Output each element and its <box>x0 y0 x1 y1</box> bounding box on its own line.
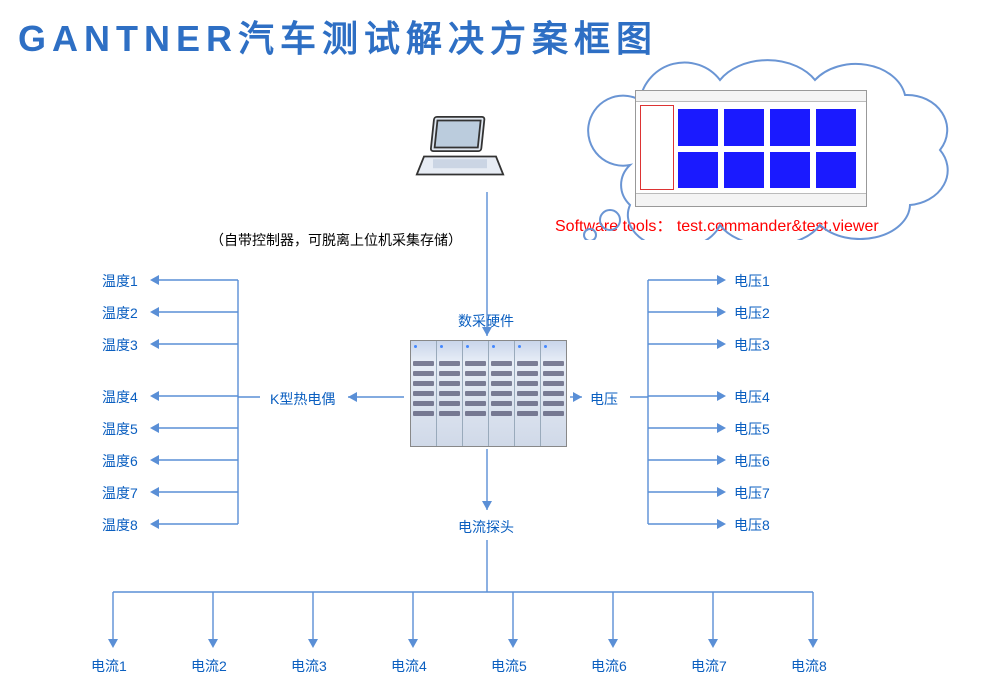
temperature-label: 温度5 <box>102 419 138 439</box>
daq-module <box>462 341 488 446</box>
temperature-label: 温度7 <box>102 483 138 503</box>
daq-module <box>540 341 566 446</box>
current-label: 电流1 <box>91 656 127 676</box>
voltage-label: 电压6 <box>734 451 770 471</box>
software-chart-pane <box>678 152 718 189</box>
daq-module <box>411 341 436 446</box>
label-k-thermocouple: K型热电偶 <box>270 389 335 409</box>
temperature-label: 温度6 <box>102 451 138 471</box>
voltage-label: 电压8 <box>734 515 770 535</box>
voltage-label: 电压1 <box>734 271 770 291</box>
voltage-label: 电压7 <box>734 483 770 503</box>
temperature-label: 温度1 <box>102 271 138 291</box>
current-label: 电流3 <box>291 656 327 676</box>
daq-hardware-rack <box>410 340 567 447</box>
diagram-title: GANTNER汽车测试解决方案框图 <box>18 10 658 62</box>
software-chart-pane <box>770 152 810 189</box>
daq-module <box>514 341 540 446</box>
voltage-label: 电压2 <box>734 303 770 323</box>
temperature-label: 温度8 <box>102 515 138 535</box>
software-chart-pane <box>816 152 856 189</box>
annotation-controller: （自带控制器，可脱离上位机采集存储） <box>210 230 462 250</box>
daq-module <box>488 341 514 446</box>
temperature-label: 温度3 <box>102 335 138 355</box>
software-chart-pane <box>678 109 718 146</box>
voltage-label: 电压3 <box>734 335 770 355</box>
software-chart-pane <box>816 109 856 146</box>
current-label: 电流4 <box>391 656 427 676</box>
daq-module <box>436 341 462 446</box>
current-label: 电流8 <box>791 656 827 676</box>
current-label: 电流7 <box>691 656 727 676</box>
software-chart-pane <box>770 109 810 146</box>
current-label: 电流6 <box>591 656 627 676</box>
label-voltage: 电压 <box>590 389 618 409</box>
label-daq-hardware: 数采硬件 <box>458 311 514 331</box>
current-label: 电流2 <box>191 656 227 676</box>
label-current-probe: 电流探头 <box>458 517 514 537</box>
software-window <box>635 90 867 207</box>
temperature-label: 温度4 <box>102 387 138 407</box>
temperature-label: 温度2 <box>102 303 138 323</box>
voltage-label: 电压4 <box>734 387 770 407</box>
laptop-icon <box>415 110 505 185</box>
diagram-stage: GANTNER汽车测试解决方案框图 （自带控制器，可脱离上位机采集存储） Sof… <box>0 0 991 698</box>
current-label: 电流5 <box>491 656 527 676</box>
software-chart-pane <box>724 152 764 189</box>
voltage-label: 电压5 <box>734 419 770 439</box>
software-chart-pane <box>724 109 764 146</box>
